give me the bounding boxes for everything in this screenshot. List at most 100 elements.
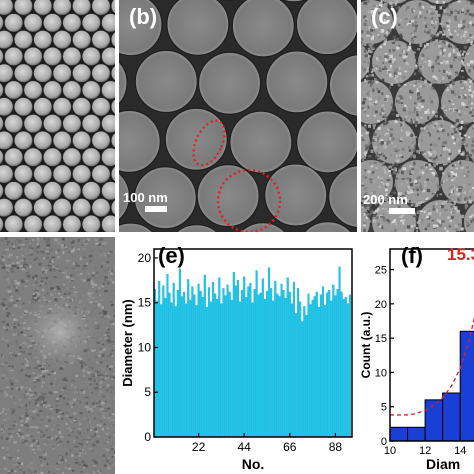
diameter-bar [326, 292, 329, 438]
scale-bar-line-c [389, 208, 415, 214]
diameter-bar [199, 290, 202, 438]
diameter-bar [224, 295, 227, 438]
axes-frame-e [153, 248, 353, 438]
diameter-bar [162, 285, 165, 438]
diameter-bar [307, 293, 310, 438]
diameter-bar [270, 288, 273, 438]
y-tick-label-e: 15 [138, 296, 152, 310]
diameter-bar [305, 315, 308, 438]
diameter-bar [168, 292, 171, 438]
diameter-bar [195, 305, 198, 438]
histogram-bar [442, 392, 461, 442]
diameter-bar [214, 293, 217, 438]
diameter-bar [180, 296, 184, 438]
sem-panel-a [0, 0, 115, 232]
diameter-bar [332, 284, 335, 438]
diameter-bar [178, 268, 181, 438]
diameter-bar [176, 290, 179, 438]
diameter-bar [172, 282, 175, 438]
diameter-bar [348, 294, 351, 438]
diameter-bar [280, 283, 283, 438]
diameter-bar [257, 294, 260, 438]
diameter-bar [249, 282, 252, 438]
diameter-bar [268, 267, 271, 438]
scale-bar-line-b [145, 206, 167, 212]
diameter-bar [294, 313, 298, 438]
diameter-bar [338, 266, 341, 438]
y-tick-label-f: 5 [381, 402, 387, 414]
sem-panel-b: (b) 100 nm [119, 0, 357, 232]
diameter-bar [263, 298, 266, 438]
y-tick-label-f: 25 [375, 265, 387, 277]
diameter-bar [321, 286, 325, 438]
x-tick-label-e: 22 [192, 440, 206, 454]
diameter-bar [278, 296, 281, 438]
diameter-bar [241, 290, 244, 438]
chart-panel-f: 0 5 10 15 20 25 10 12 14 Diam Count (a.u.) (f) 15.… [358, 237, 474, 474]
panel-label-e: (e) [158, 243, 185, 268]
diameter-bar-chart: 0 5 10 15 20 22 44 66 88 No. Diameter (nm) [120, 248, 353, 472]
diameter-bar [216, 298, 219, 438]
x-tick-label-f: 10 [384, 445, 396, 457]
x-axis-label-f: Diam [426, 456, 460, 472]
chart-panel-e: 0 5 10 15 20 22 44 66 88 No. Diameter (nm) (e) [116, 237, 358, 474]
diameter-bar [290, 303, 293, 438]
diameter-bar [251, 302, 254, 438]
sem-panel-c: (c) 200 nm [361, 0, 474, 232]
diameter-bar [261, 278, 264, 438]
histogram-bar [407, 426, 426, 442]
gaussian-fit-line [390, 316, 474, 416]
diameter-bar [259, 292, 262, 438]
diameter-bar [301, 321, 304, 438]
diameter-bar [272, 300, 275, 438]
diameter-bar [313, 296, 316, 438]
diameter-bar [315, 291, 318, 438]
diameter-bar [344, 297, 347, 438]
x-axis-label-e: No. [242, 456, 265, 472]
diameter-bar [193, 294, 196, 438]
y-tick-label-e: 10 [138, 340, 152, 354]
histogram-bar [389, 426, 409, 442]
diameter-bar [255, 270, 258, 438]
scale-bar-label-b: 100 nm [123, 190, 168, 205]
diameter-bar [299, 301, 302, 438]
scale-bar-label-c: 200 nm [363, 192, 408, 207]
y-tick-label-e: 5 [144, 385, 151, 399]
diameter-bar [330, 300, 333, 438]
diameter-bar [212, 281, 215, 438]
y-tick-label-f: 15 [375, 333, 387, 345]
diameter-bar [218, 277, 221, 438]
diameter-bar [311, 299, 314, 438]
y-tick-label-e: 20 [138, 251, 152, 265]
diameter-bar [228, 291, 231, 438]
diameter-bar [282, 290, 285, 438]
diameter-bar [156, 300, 159, 438]
diameter-bar [222, 288, 225, 438]
diameter-bar [170, 302, 173, 438]
y-tick-label-e: 0 [144, 430, 151, 444]
y-axis-label-f: Count (a.u.) [359, 312, 373, 379]
diameter-bar [284, 298, 287, 438]
diameter-bar [158, 281, 161, 438]
diameter-bar [205, 307, 208, 438]
panel-label-c: (c) [371, 4, 398, 29]
diameter-bar [166, 273, 169, 438]
diameter-bar [334, 295, 337, 438]
scale-bar-b: 100 nm [123, 190, 168, 212]
diameter-bar [232, 272, 235, 438]
diameter-bar [342, 298, 345, 438]
diameter-bar [187, 279, 190, 438]
diameter-bar [226, 284, 229, 438]
diameter-bar [319, 294, 322, 438]
tem-image-d [0, 237, 115, 474]
diameter-bar [236, 280, 239, 438]
diameter-bar [303, 306, 306, 438]
y-axis-label-e: Diameter (nm) [120, 299, 135, 386]
diameter-bar [191, 286, 194, 438]
diameter-bar [201, 297, 204, 438]
diameter-bar [189, 299, 192, 438]
diameter-bar [247, 286, 250, 438]
diameter-bar [253, 289, 256, 438]
diameter-bar [197, 283, 200, 438]
red-dotted-ellipse-marker [192, 119, 226, 167]
